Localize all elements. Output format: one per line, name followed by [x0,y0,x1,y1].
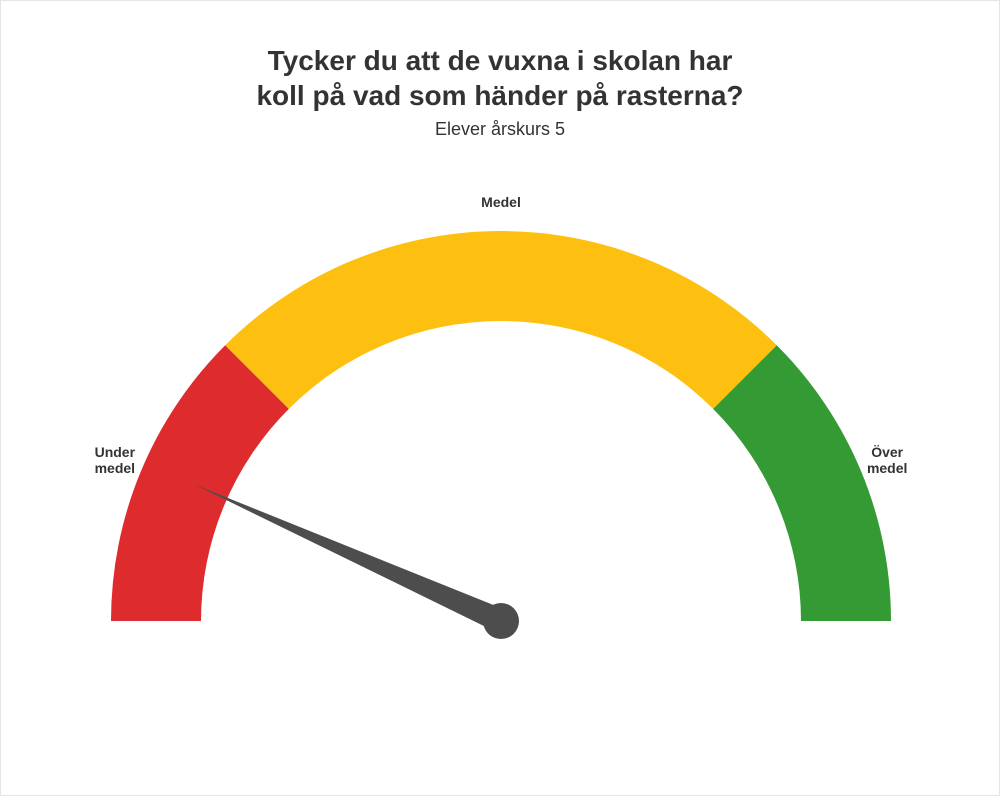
chart-subtitle: Elever årskurs 5 [1,119,999,140]
gauge-segment-0 [111,345,289,621]
gauge-segment-2 [713,345,891,621]
gauge-segment-1 [225,231,777,409]
gauge-segment-label-1: Medel [481,194,521,210]
gauge-segment-label-0: Undermedel [95,444,136,476]
gauge-segment-label-2: Övermedel [867,444,907,476]
gauge-container: Undermedel Medel Övermedel [1,171,999,756]
chart-frame: Tycker du att de vuxna i skolan harkoll … [0,0,1000,796]
gauge-chart: Undermedel Medel Övermedel [1,171,1000,751]
chart-title: Tycker du att de vuxna i skolan harkoll … [1,43,999,113]
gauge-needle [195,485,506,632]
gauge-needle-hub [483,603,519,639]
title-block: Tycker du att de vuxna i skolan harkoll … [1,43,999,140]
